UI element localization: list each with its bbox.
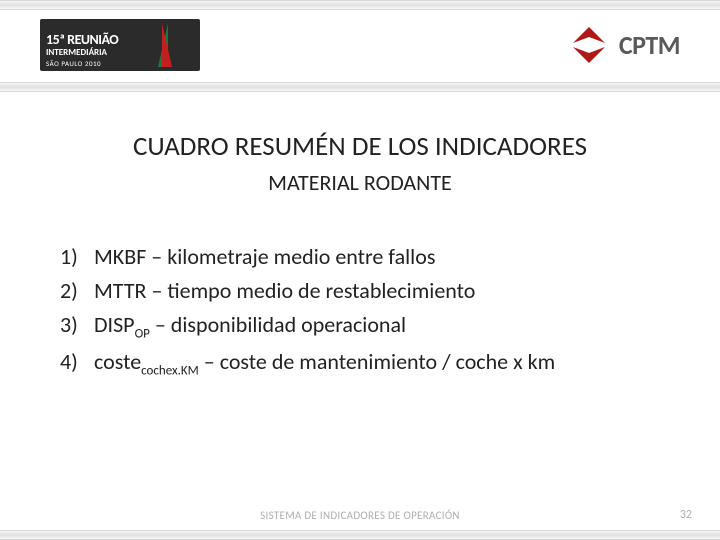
item-number: 2): [60, 274, 94, 308]
item-text: costecochex.KM – coste de mantenimiento …: [94, 345, 670, 382]
event-logo-line1: 15ª REUNIÃO: [46, 32, 118, 47]
slide: 15ª REUNIÃO INTERMEDIÁRIA SÃO PAULO 2010…: [0, 0, 720, 540]
event-logo: 15ª REUNIÃO INTERMEDIÁRIA SÃO PAULO 2010: [40, 19, 200, 71]
item-prefix: DISP: [94, 311, 135, 338]
company-logo: CPTM: [569, 25, 680, 65]
item-suffix: – disponibilidad operacional: [150, 311, 406, 338]
item-prefix: coste: [94, 348, 141, 375]
item-text: MKBF – kilometraje medio entre fallos: [94, 240, 670, 274]
company-name: CPTM: [619, 29, 680, 61]
item-subscript: cochex.KM: [141, 363, 199, 378]
ribbon-mid: [0, 82, 720, 92]
cptm-icon: [569, 25, 609, 65]
item-text: MTTR – tiempo medio de restablecimiento: [94, 274, 670, 308]
event-logo-line2: INTERMEDIÁRIA: [46, 48, 118, 58]
list-item: 2) MTTR – tiempo medio de restablecimien…: [60, 274, 670, 308]
event-logo-city: SÃO PAULO 2010: [46, 59, 101, 68]
item-number: 3): [60, 308, 94, 345]
title-block: CUADRO RESUMÉN DE LOS INDICADORES MATERI…: [0, 130, 720, 196]
item-suffix: – coste de mantenimiento / coche x km: [199, 348, 555, 375]
page-number: 32: [680, 508, 692, 522]
title-main: CUADRO RESUMÉN DE LOS INDICADORES: [0, 130, 720, 163]
event-logo-text: 15ª REUNIÃO INTERMEDIÁRIA: [46, 32, 118, 57]
footer-text: SISTEMA DE INDICADORES DE OPERACIÓN: [0, 509, 720, 522]
item-number: 1): [60, 240, 94, 274]
ribbon-bottom: [0, 530, 720, 540]
item-text: DISPOP – disponibilidad operacional: [94, 308, 670, 345]
item-subscript: OP: [135, 327, 150, 342]
list-item: 4) costecochex.KM – coste de mantenimien…: [60, 345, 670, 382]
indicator-list: 1) MKBF – kilometraje medio entre fallos…: [60, 240, 670, 381]
title-sub: MATERIAL RODANTE: [0, 169, 720, 196]
tower-icon: [158, 23, 168, 67]
list-item: 3) DISPOP – disponibilidad operacional: [60, 308, 670, 345]
list-item: 1) MKBF – kilometraje medio entre fallos: [60, 240, 670, 274]
item-number: 4): [60, 345, 94, 382]
header: 15ª REUNIÃO INTERMEDIÁRIA SÃO PAULO 2010…: [0, 10, 720, 80]
ribbon-top: [0, 0, 720, 10]
